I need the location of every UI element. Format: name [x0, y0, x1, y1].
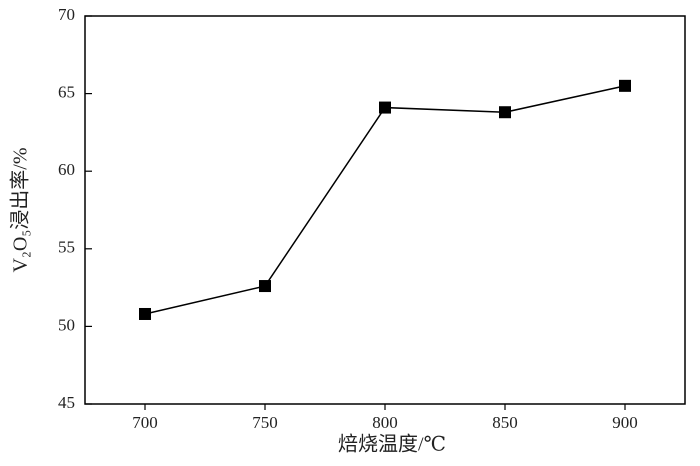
- x-tick-label: 800: [372, 413, 398, 432]
- y-axis-label: V₂O₅浸出率/%: [9, 147, 32, 272]
- point-marker: [139, 307, 151, 320]
- y-tick-label: 55: [58, 238, 75, 257]
- y-tick-label: 45: [58, 393, 75, 412]
- point-marker: [379, 101, 391, 114]
- line: [144, 85, 626, 315]
- x-axis-label: 焙烧温度/℃: [338, 433, 446, 456]
- x-tick-label: 700: [132, 413, 158, 432]
- y-tick-label: 65: [58, 83, 75, 102]
- x-tick-label: 750: [252, 413, 278, 432]
- point-marker: [259, 280, 271, 293]
- point-marker: [619, 79, 631, 92]
- y-tick-label: 50: [58, 315, 75, 334]
- y-tick-label: 70: [58, 5, 75, 24]
- point-marker: [499, 106, 511, 119]
- y-tick-label: 60: [58, 160, 75, 179]
- x-tick-label: 850: [492, 413, 518, 432]
- x-tick-label: 900: [612, 413, 638, 432]
- plot-frame: [84, 15, 686, 405]
